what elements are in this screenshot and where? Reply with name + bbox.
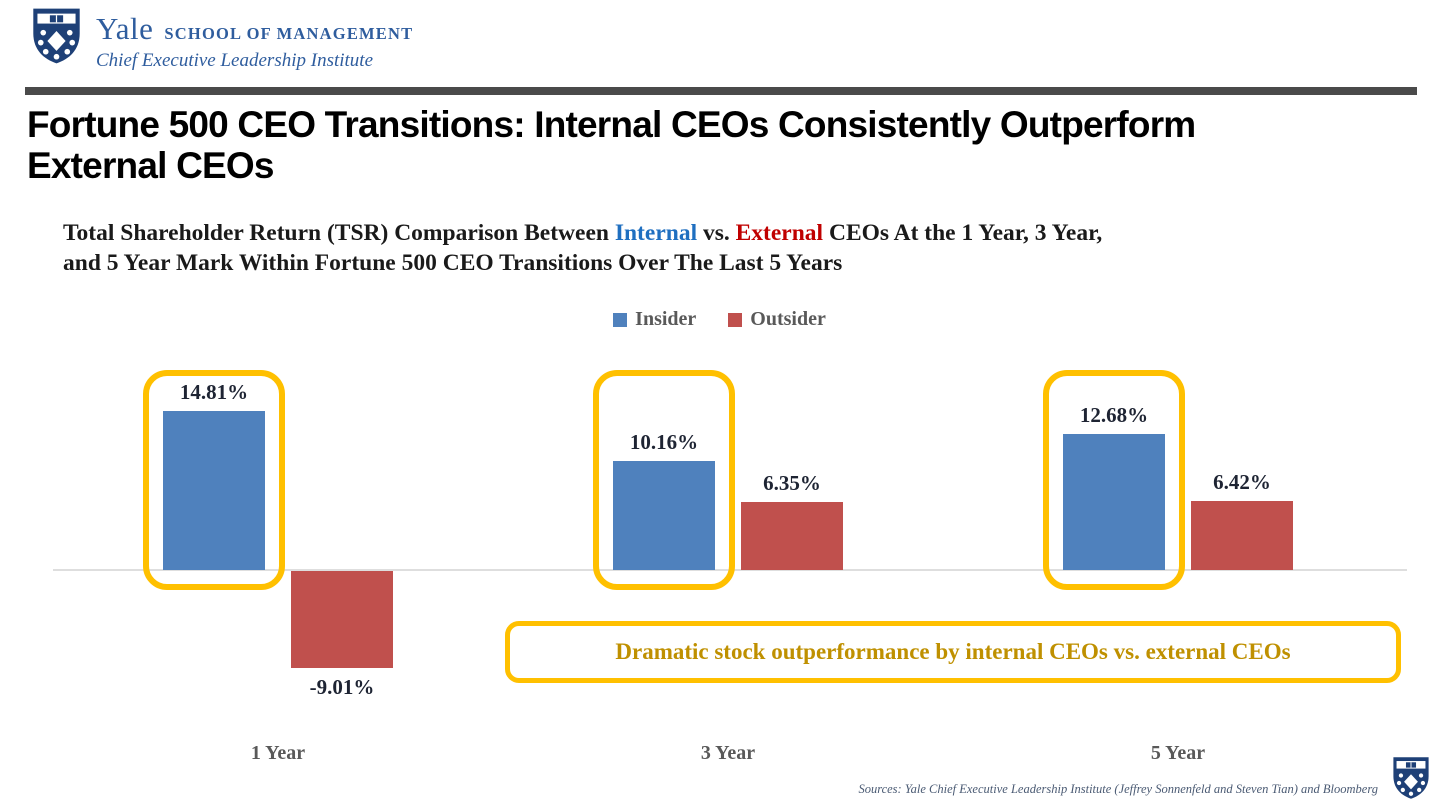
insider-highlight-outline-3-year: [593, 370, 735, 590]
bar-insider-5-year: [1063, 434, 1165, 570]
bar-outsider-3-year: [741, 502, 843, 570]
bar-value-label-outsider-1-year: -9.01%: [309, 675, 375, 699]
insider-highlight-outline-1-year: [143, 370, 285, 590]
subtitle-external: External: [735, 220, 824, 246]
header: Yale SCHOOL OF MANAGEMENT Chief Executiv…: [30, 7, 413, 72]
subtitle-internal: Internal: [614, 220, 698, 246]
bar-outsider-5-year: [1191, 501, 1293, 570]
subtitle-part3: CEOs At the 1 Year, 3 Year, and 5 Year M…: [63, 220, 1103, 276]
callout-text: Dramatic stock outperformance by interna…: [615, 639, 1291, 664]
legend-label-outsider: Outsider: [750, 308, 826, 330]
brand-yale: Yale: [96, 11, 154, 46]
bar-insider-3-year: [613, 461, 715, 570]
chart-subtitle: Total Shareholder Return (TSR) Compariso…: [63, 218, 1413, 278]
callout-box: Dramatic stock outperformance by interna…: [505, 621, 1401, 683]
bar-outsider-1-year: [291, 571, 393, 668]
legend-item-insider: Insider: [613, 308, 696, 331]
page-title: Fortune 500 CEO Transitions: Internal CE…: [27, 104, 1196, 186]
subtitle-part1: Total Shareholder Return (TSR) Compariso…: [63, 220, 615, 246]
insider-highlight-outline-5-year: [1043, 370, 1185, 590]
yale-som-shield-icon: [1393, 757, 1429, 799]
subtitle-part2: vs.: [697, 220, 736, 246]
bar-value-label-outsider-3-year: 6.35%: [763, 471, 821, 495]
brand-text: Yale SCHOOL OF MANAGEMENT Chief Executiv…: [96, 7, 413, 72]
bar-value-label-insider-1-year: 14.81%: [179, 380, 249, 404]
legend-label-insider: Insider: [635, 308, 697, 330]
bar-value-label-outsider-5-year: 6.42%: [1213, 470, 1271, 494]
bar-value-label-insider-3-year: 10.16%: [629, 430, 699, 454]
chart-legend: Insider Outsider: [0, 308, 1439, 331]
bar-insider-1-year: [163, 411, 265, 570]
bar-value-label-insider-5-year: 12.68%: [1079, 403, 1149, 427]
brand-school: SCHOOL OF MANAGEMENT: [164, 24, 414, 43]
brand-institute: Chief Executive Leadership Institute: [96, 50, 374, 71]
x-axis-label-1-year: 1 Year: [250, 742, 306, 764]
legend-item-outsider: Outsider: [728, 308, 826, 331]
insider-swatch-icon: [613, 312, 628, 327]
x-axis-label-3-year: 3 Year: [700, 742, 756, 764]
source-text: Sources: Yale Chief Executive Leadership…: [858, 782, 1378, 796]
yale-som-shield-icon: [33, 8, 80, 64]
x-axis-label-5-year: 5 Year: [1150, 742, 1206, 764]
header-divider: [25, 87, 1417, 95]
outsider-swatch-icon: [728, 312, 743, 327]
